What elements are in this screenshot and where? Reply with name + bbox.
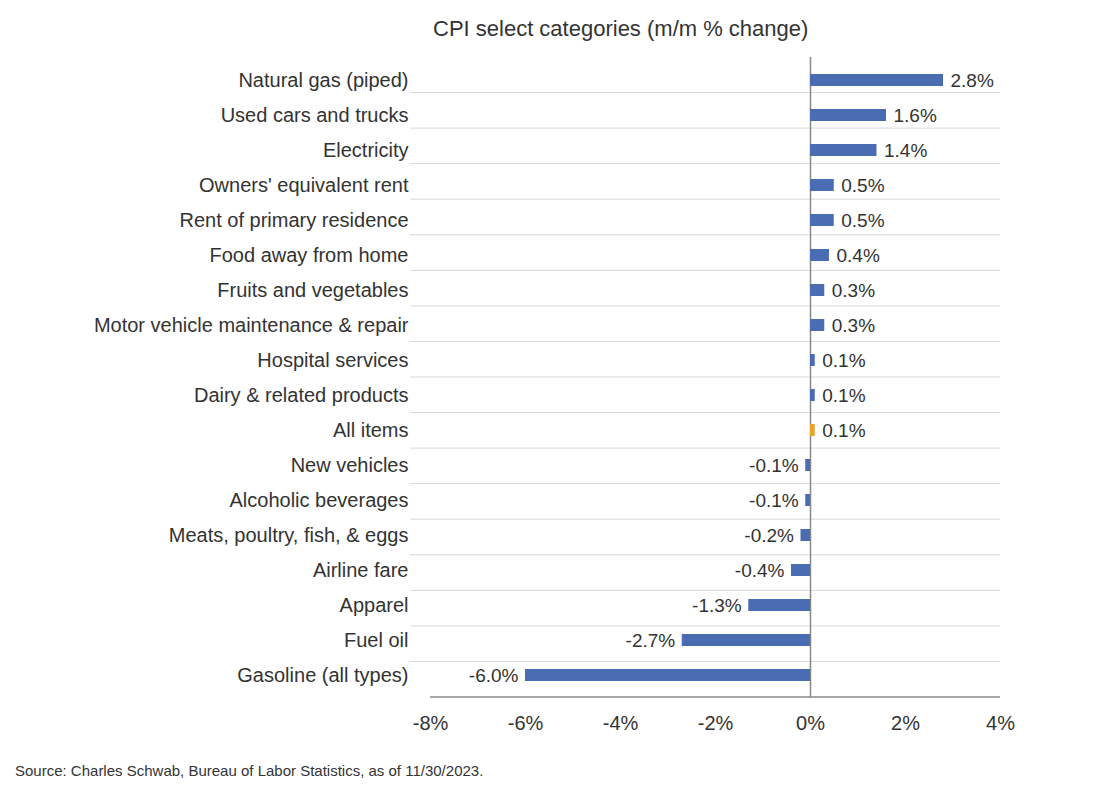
svg-text:Rent of primary residence: Rent of primary residence [180,209,409,231]
svg-text:-1.3%: -1.3% [692,595,742,616]
svg-text:-2%: -2% [698,712,734,734]
svg-text:-0.1%: -0.1% [749,455,799,476]
svg-text:-4%: -4% [603,712,639,734]
svg-text:Fruits and vegetables: Fruits and vegetables [217,279,408,301]
svg-text:1.4%: 1.4% [884,140,927,161]
svg-text:-2.7%: -2.7% [626,630,676,651]
svg-text:0.5%: 0.5% [841,175,884,196]
svg-text:Dairy & related products: Dairy & related products [194,384,409,406]
svg-text:2%: 2% [891,712,920,734]
svg-text:0%: 0% [796,712,825,734]
svg-text:1.6%: 1.6% [894,105,937,126]
svg-text:Motor vehicle maintenance & re: Motor vehicle maintenance & repair [94,314,409,336]
svg-text:2.8%: 2.8% [951,70,994,91]
svg-text:0.1%: 0.1% [822,420,865,441]
svg-text:New vehicles: New vehicles [291,454,409,476]
svg-text:Meats, poultry, fish, & eggs: Meats, poultry, fish, & eggs [169,524,409,546]
svg-text:All items: All items [333,419,409,441]
svg-text:Used cars and trucks: Used cars and trucks [221,104,409,126]
svg-text:0.5%: 0.5% [841,210,884,231]
svg-text:Electricity: Electricity [323,139,409,161]
svg-text:-0.1%: -0.1% [749,490,799,511]
svg-text:-6%: -6% [508,712,544,734]
svg-text:0.4%: 0.4% [837,245,880,266]
svg-text:0.3%: 0.3% [832,315,875,336]
svg-text:Alcoholic beverages: Alcoholic beverages [230,489,409,511]
svg-text:-6.0%: -6.0% [469,665,519,686]
svg-text:Food away from home: Food away from home [210,244,409,266]
svg-text:Hospital services: Hospital services [257,349,408,371]
svg-text:Airline fare: Airline fare [313,559,409,581]
svg-text:-0.4%: -0.4% [735,560,785,581]
svg-text:-8%: -8% [413,712,449,734]
svg-text:Gasoline (all types): Gasoline (all types) [237,664,408,686]
svg-text:-0.2%: -0.2% [744,525,794,546]
html-text:CPI select categories (m/m % c: CPI select categories (m/m % change) [433,16,809,41]
svg-text:0.3%: 0.3% [832,280,875,301]
html-text:Source: Charles Schwab, Bureau: Source: Charles Schwab, Bureau of Labor … [15,762,484,779]
svg-text:0.1%: 0.1% [822,385,865,406]
svg-text:0.1%: 0.1% [822,350,865,371]
svg-text:Fuel oil: Fuel oil [344,629,408,651]
svg-text:Owners' equivalent rent: Owners' equivalent rent [199,174,409,196]
svg-text:4%: 4% [986,712,1015,734]
svg-text:Apparel: Apparel [340,594,409,616]
svg-text:Natural gas (piped): Natural gas (piped) [238,69,408,91]
